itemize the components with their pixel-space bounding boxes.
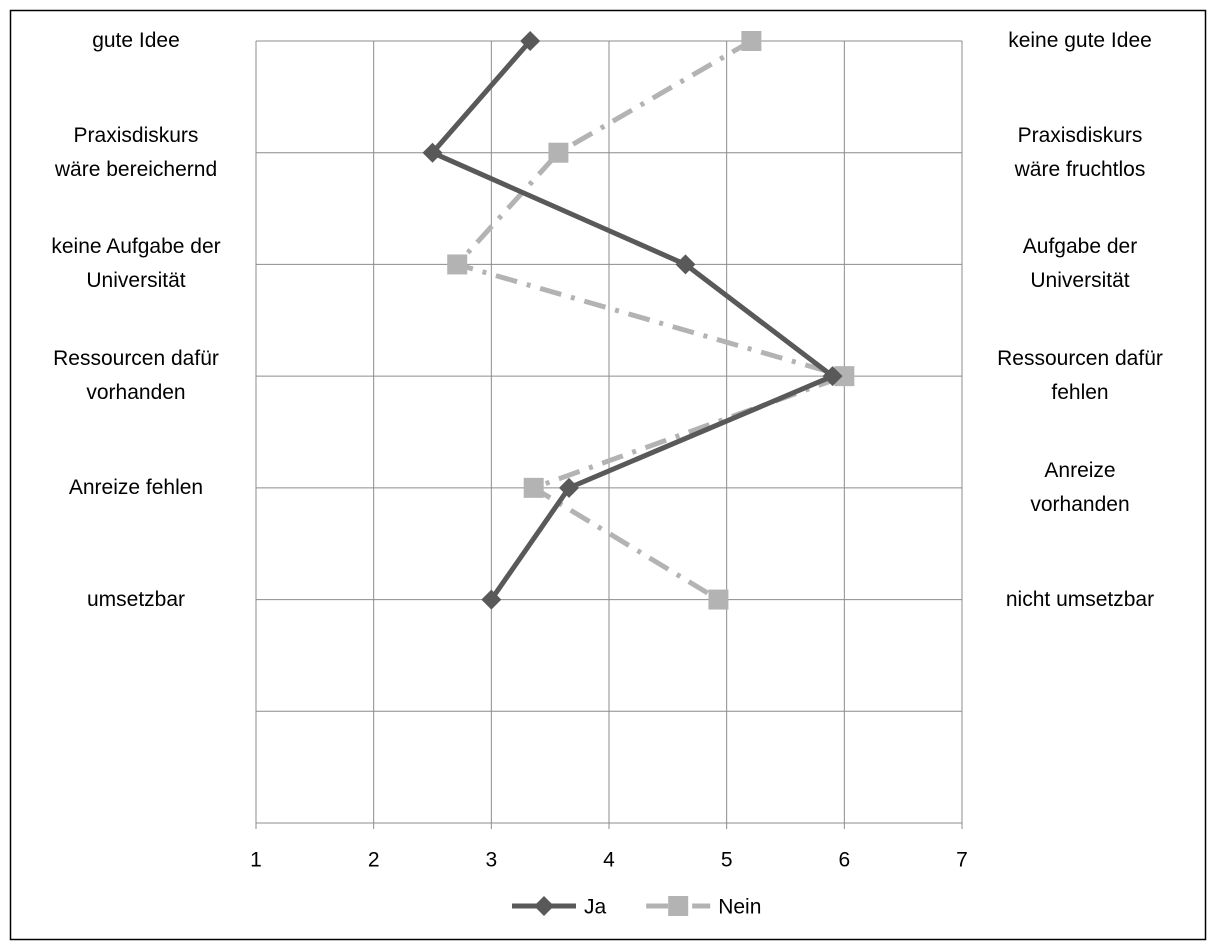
series-line [428, 39, 838, 601]
data-point [520, 31, 541, 51]
row-label: Anreize vorhanden [1030, 458, 1130, 516]
chart-border [9, 9, 1207, 941]
series-line [452, 38, 853, 602]
x-tick-label: 7 [956, 849, 968, 872]
row-label: Ressourcen dafür fehlen [997, 347, 1163, 405]
x-tick-label: 5 [721, 849, 733, 872]
legend-label: Ja [584, 896, 607, 919]
row-label: umsetzbar [86, 587, 186, 611]
x-tick-label: 3 [485, 849, 497, 872]
data-point [822, 366, 843, 387]
data-point [741, 31, 762, 51]
row-label: Aufgabe der Universität [1022, 235, 1138, 293]
x-tick-label: 2 [368, 849, 380, 872]
data-point [481, 589, 502, 610]
legend-marker [668, 896, 689, 916]
row-label: nicht umsetzbar [1005, 587, 1155, 611]
data-point [834, 366, 855, 387]
data-point [447, 254, 468, 275]
data-point [422, 142, 443, 163]
row-label: Ressourcen dafür vorhanden [53, 347, 219, 405]
row-label: keine Aufgabe der Universität [51, 235, 221, 293]
row-label: Anreize fehlen [68, 475, 204, 499]
data-point [523, 477, 544, 498]
data-point [675, 254, 696, 275]
row-label: gute Idee [92, 29, 180, 52]
data-point [708, 589, 729, 610]
legend-marker [534, 896, 554, 916]
data-point [558, 477, 579, 498]
legend-label: Nein [718, 896, 761, 919]
row-label: Praxisdiskurs wäre bereichernd [54, 123, 218, 181]
row-label: Praxisdiskurs wäre fruchtlos [1014, 123, 1146, 181]
x-tick-label: 4 [603, 849, 615, 872]
x-tick-label: 1 [250, 849, 262, 872]
x-tick-label: 6 [838, 849, 850, 872]
data-point [548, 142, 569, 163]
row-label: keine gute Idee [1008, 29, 1152, 52]
